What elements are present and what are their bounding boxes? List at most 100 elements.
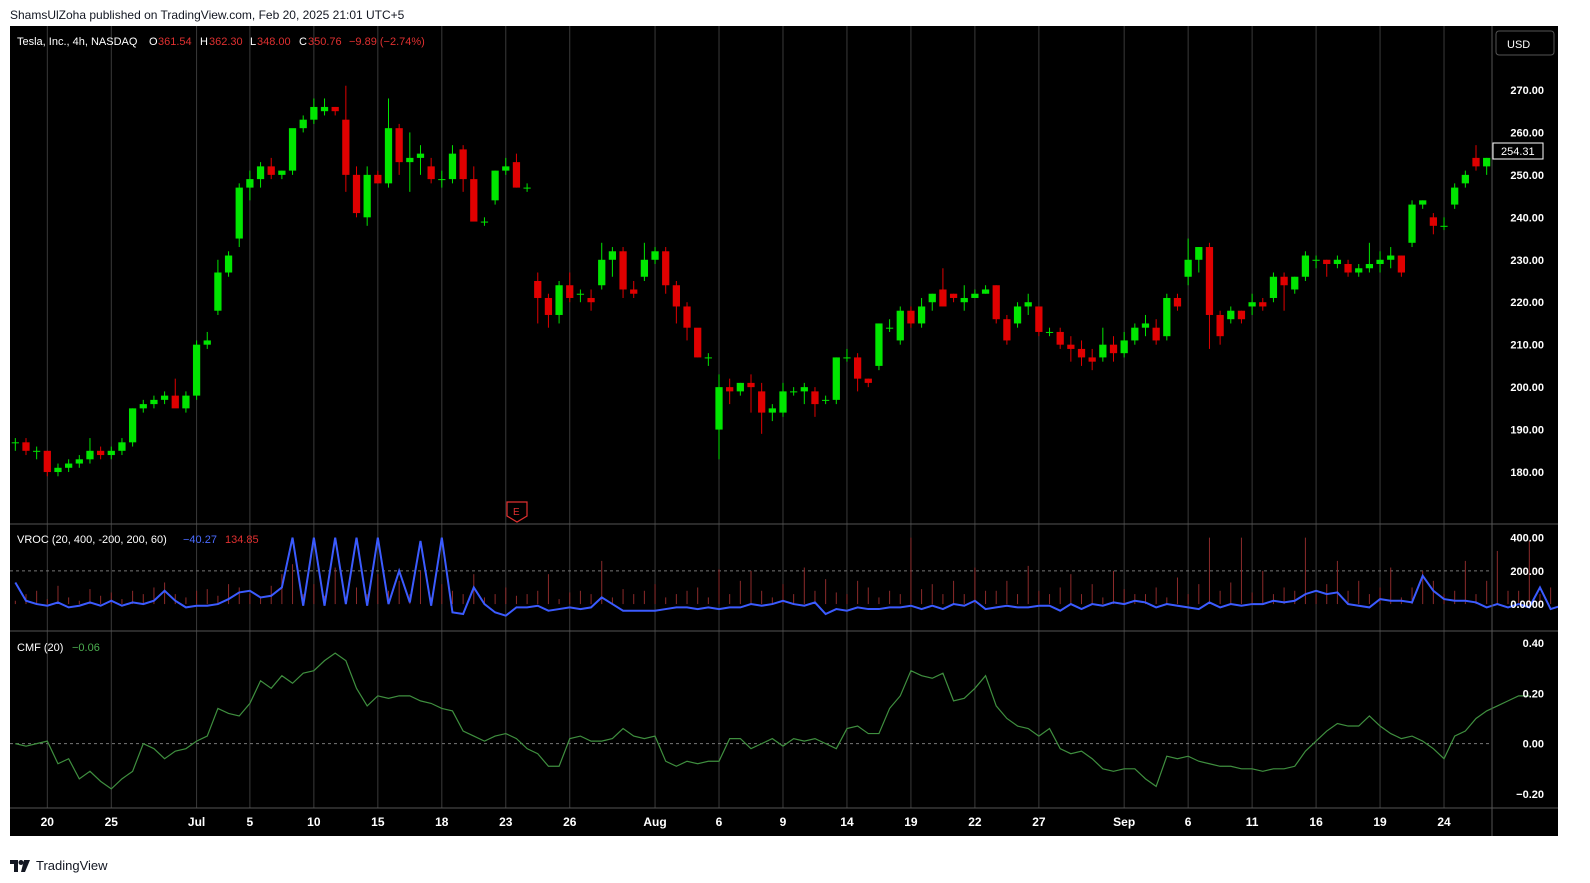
candle-body xyxy=(192,344,201,396)
earnings-marker[interactable]: E xyxy=(506,501,528,523)
candle-body xyxy=(1408,204,1416,243)
cmf-tick-label: 0.40 xyxy=(1523,638,1544,650)
last-price-value: 254.31 xyxy=(1501,146,1535,158)
time-tick-label: Jul xyxy=(188,815,205,829)
vroc-title: VROC (20, 400, -200, 200, 60) xyxy=(17,534,167,546)
candle-body xyxy=(1045,331,1054,333)
candle-body xyxy=(160,395,169,400)
candle-body xyxy=(662,251,670,286)
candle-body xyxy=(1067,344,1075,349)
candle-body xyxy=(523,187,531,189)
candle-body xyxy=(1237,310,1246,320)
candle-body xyxy=(491,170,499,201)
candle-body xyxy=(619,251,627,290)
candle-body xyxy=(1035,306,1043,332)
candle-body xyxy=(1184,259,1192,277)
legend-low-label: L xyxy=(250,36,256,48)
candle-body xyxy=(1088,357,1096,362)
candle-body xyxy=(107,450,115,456)
candle-body xyxy=(822,399,830,401)
candle-body xyxy=(331,106,339,112)
candle-body xyxy=(1397,255,1405,273)
candle-body xyxy=(960,297,968,303)
candle-body xyxy=(438,179,446,181)
candle-body xyxy=(22,442,30,451)
time-tick-label: 26 xyxy=(563,815,577,829)
candle-body xyxy=(470,179,478,222)
time-tick-label: 20 xyxy=(41,815,55,829)
candle-body xyxy=(1301,255,1310,277)
cmf-line xyxy=(15,652,1530,790)
candle-body xyxy=(1376,259,1384,265)
candle-body xyxy=(86,450,94,460)
cmf-tick-label: 0.00 xyxy=(1523,739,1544,751)
candle-body xyxy=(235,187,243,239)
currency-button[interactable]: USD xyxy=(1495,30,1555,56)
candle-body xyxy=(224,255,233,273)
candle-body xyxy=(1429,217,1437,226)
candle-body xyxy=(800,387,808,392)
price-tick-label: 260.00 xyxy=(1510,127,1544,139)
cmf-title: CMF (20) xyxy=(17,642,63,654)
candle-body xyxy=(97,450,105,456)
candle-body xyxy=(1152,327,1160,341)
candle-body xyxy=(363,174,371,218)
candle-body xyxy=(512,162,521,188)
candle-body xyxy=(832,357,840,400)
candle-body xyxy=(1024,302,1032,307)
time-tick-label: 24 xyxy=(1437,815,1451,829)
candle-body xyxy=(928,293,936,303)
candle-body xyxy=(459,149,467,180)
time-tick-label: 23 xyxy=(499,815,513,829)
candle-body xyxy=(171,395,179,409)
vroc-line xyxy=(14,537,1558,617)
candle-body xyxy=(1248,302,1256,307)
candle-body xyxy=(630,289,638,294)
chart-canvas[interactable]: 270.00 260.00 250.00 240.00 23 0.00 220.00 210.… xyxy=(10,26,1558,836)
tradingview-logo[interactable]: TradingView xyxy=(10,858,108,873)
price-tick-label: 270.00 xyxy=(1510,85,1544,97)
legend-symbol: Tesla, Inc., 4h, NASDAQ xyxy=(17,36,138,48)
time-tick-label: 22 xyxy=(968,815,982,829)
price-tick-label: 200.00 xyxy=(1510,382,1544,394)
candle-body xyxy=(1461,174,1469,184)
candle-body xyxy=(1099,344,1107,358)
candle-body xyxy=(139,404,147,409)
candle-body xyxy=(427,166,435,180)
price-tick-label: 250.00 xyxy=(1510,170,1544,182)
candle-body xyxy=(875,323,883,366)
candle-body xyxy=(576,293,585,295)
candle-body xyxy=(1312,259,1320,261)
candle-body xyxy=(128,408,137,443)
price-tick-label: 210.00 xyxy=(1510,340,1544,352)
price-axis: 270.00 260.00 250.00 240.00 230.00 220.00 210.… xyxy=(1510,85,1544,801)
candle-body xyxy=(1365,264,1374,269)
candle-body xyxy=(704,357,712,359)
currency-label: USD xyxy=(1507,39,1530,51)
candle-body xyxy=(480,221,489,223)
candle-body xyxy=(1333,259,1342,265)
price-tick-label: 220.00 xyxy=(1510,297,1544,309)
legend-open-label: O xyxy=(149,36,158,48)
candle-body xyxy=(448,153,457,180)
candle-body xyxy=(1109,344,1118,354)
time-tick-label: 6 xyxy=(1185,815,1192,829)
time-tick-label: 18 xyxy=(435,815,449,829)
price-tick-label: 240.00 xyxy=(1510,212,1544,224)
candle-body xyxy=(1483,157,1491,167)
legend-high-value: 362.30 xyxy=(209,36,243,48)
legend-change: −9.89 (−2.74%) xyxy=(349,36,425,48)
candle-body xyxy=(896,310,904,341)
vroc-tick-label: 200.00 xyxy=(1510,566,1544,578)
candle-body xyxy=(768,408,776,413)
time-axis: 20 25 Jul 5 10 15 18 23 26 Aug 6 9 14 19 22 27 Sep 6 11 16 1… xyxy=(41,815,1451,829)
candle-body xyxy=(246,179,254,188)
candle-body xyxy=(1291,276,1299,290)
candle-body xyxy=(75,459,83,464)
candle-body xyxy=(320,106,329,112)
time-tick-label: 5 xyxy=(247,815,254,829)
chart-area[interactable]: 270.00 260.00 250.00 240.00 23 0.00 220.00 210.… xyxy=(10,26,1558,836)
candle-body xyxy=(971,293,979,298)
legend-high-label: H xyxy=(200,36,208,48)
candle-body xyxy=(54,467,62,473)
